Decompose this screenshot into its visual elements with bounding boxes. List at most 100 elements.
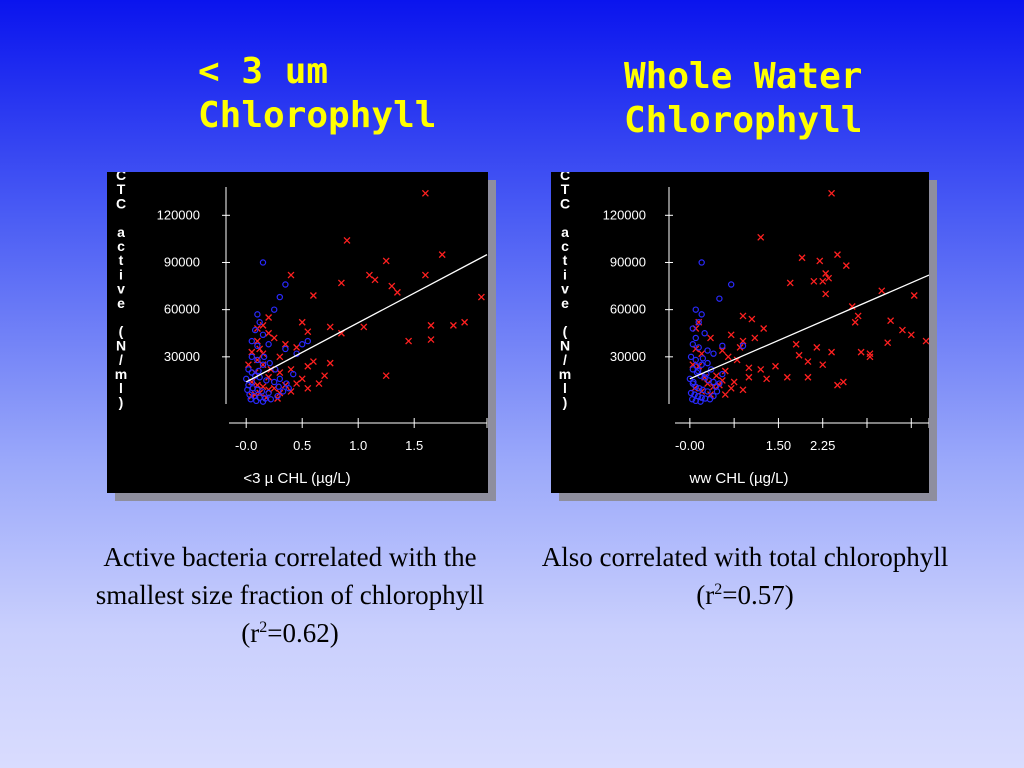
data-point-x bbox=[304, 362, 312, 370]
data-point-circle bbox=[695, 344, 702, 351]
data-point-x bbox=[265, 329, 273, 337]
data-point-x bbox=[427, 321, 435, 329]
data-point-x bbox=[427, 336, 435, 343]
data-point-circle bbox=[247, 396, 254, 403]
data-point-circle bbox=[696, 385, 703, 392]
data-point-x bbox=[786, 279, 794, 287]
data-point-x bbox=[822, 270, 830, 277]
data-point-circle bbox=[248, 353, 255, 361]
data-point-x bbox=[739, 386, 747, 394]
data-point-x bbox=[718, 376, 726, 384]
data-point-x bbox=[259, 350, 267, 358]
data-point-circle bbox=[689, 325, 697, 332]
data-point-x bbox=[309, 292, 317, 299]
left-caption: Active bacteria correlated with the smal… bbox=[60, 538, 520, 652]
data-point-x bbox=[721, 367, 729, 375]
data-point-circle bbox=[704, 347, 711, 354]
data-point-x bbox=[822, 290, 830, 298]
right-caption-text: Also correlated with total chlorophyll (… bbox=[541, 542, 949, 610]
y-tick-label: 90000 bbox=[610, 254, 646, 269]
data-point-x bbox=[727, 331, 735, 339]
data-point-x bbox=[730, 378, 738, 386]
data-point-circle bbox=[253, 397, 260, 405]
regression-line bbox=[689, 274, 929, 380]
left-chart-panel: 120000 90000 60000 30000 -0.0 0.5 1.0 1.5 <3 µ C… bbox=[107, 172, 488, 493]
data-point-circle bbox=[259, 398, 267, 405]
data-point-x bbox=[393, 288, 401, 296]
data-point-circle bbox=[699, 355, 707, 362]
data-point-x bbox=[848, 303, 856, 310]
data-point-x bbox=[293, 343, 301, 351]
data-point-x bbox=[819, 277, 827, 285]
data-point-circle bbox=[727, 281, 735, 288]
data-point-x bbox=[712, 372, 720, 380]
data-point-circle bbox=[251, 326, 259, 334]
data-point-x bbox=[421, 271, 429, 279]
data-point-x bbox=[304, 328, 312, 336]
data-point-circle bbox=[259, 361, 267, 368]
y-tick-label: 60000 bbox=[610, 302, 646, 317]
left-scatter-chart: 120000 90000 60000 30000 -0.0 0.5 1.0 1.5 <3 µ C… bbox=[115, 172, 488, 487]
left-caption-tail: =0.62) bbox=[267, 618, 339, 648]
data-point-x bbox=[842, 262, 850, 270]
data-point-x bbox=[287, 387, 295, 395]
data-point-x bbox=[736, 343, 744, 351]
data-point-circle bbox=[254, 311, 261, 318]
data-point-circle bbox=[697, 398, 704, 405]
data-point-x bbox=[259, 321, 267, 329]
x-tick-label: 1.50 bbox=[766, 438, 791, 453]
data-point-x bbox=[792, 340, 800, 348]
data-point-x bbox=[724, 353, 732, 361]
data-point-circle bbox=[270, 378, 278, 386]
data-point-circle bbox=[255, 367, 262, 375]
data-point-x bbox=[477, 293, 485, 301]
data-point-circle bbox=[719, 370, 726, 378]
data-point-x bbox=[360, 323, 368, 331]
data-point-x bbox=[757, 365, 765, 373]
data-point-circle bbox=[706, 396, 714, 403]
data-point-x bbox=[772, 362, 779, 370]
data-point-x bbox=[804, 373, 812, 381]
data-point-x bbox=[270, 334, 278, 342]
data-point-circle bbox=[690, 378, 697, 386]
x-tick-label: -0.00 bbox=[675, 438, 705, 453]
data-point-circle bbox=[244, 386, 251, 394]
x-tick-label: 1.5 bbox=[405, 438, 423, 453]
data-point-circle bbox=[276, 375, 283, 383]
data-point-circle bbox=[256, 319, 263, 326]
data-point-x bbox=[739, 337, 747, 345]
data-point-x bbox=[887, 317, 895, 325]
data-point-circle bbox=[686, 375, 694, 383]
left-caption-text: Active bacteria correlated with the smal… bbox=[95, 542, 485, 648]
data-point-x bbox=[276, 353, 284, 361]
data-point-circle bbox=[692, 306, 699, 313]
data-point-x bbox=[898, 326, 906, 334]
data-point-circle bbox=[248, 337, 255, 345]
data-point-circle bbox=[279, 388, 287, 395]
data-point-circle bbox=[689, 396, 696, 403]
data-point-x bbox=[866, 353, 874, 361]
data-point-x bbox=[745, 373, 753, 381]
data-point-x bbox=[834, 251, 841, 259]
data-point-x bbox=[839, 378, 847, 386]
data-point-circle bbox=[707, 366, 715, 373]
data-point-x bbox=[745, 364, 753, 372]
data-point-x bbox=[866, 350, 874, 358]
y-tick-label: 30000 bbox=[610, 349, 646, 364]
data-point-x bbox=[757, 233, 765, 241]
data-point-circle bbox=[719, 342, 726, 350]
data-point-circle bbox=[266, 359, 273, 367]
data-point-circle bbox=[254, 356, 261, 364]
data-point-circle bbox=[693, 363, 701, 370]
x-axis-label: ww CHL (µg/L) bbox=[689, 470, 789, 487]
data-point-x bbox=[907, 331, 915, 339]
data-point-x bbox=[309, 358, 317, 366]
data-point-circle bbox=[282, 281, 289, 288]
data-point-circle bbox=[692, 334, 699, 342]
data-point-x bbox=[704, 380, 712, 388]
data-point-x bbox=[326, 359, 334, 367]
data-point-x bbox=[718, 347, 726, 354]
data-point-circle bbox=[245, 366, 252, 373]
x-tick-label: 1.0 bbox=[349, 438, 367, 453]
data-point-x bbox=[851, 318, 859, 326]
